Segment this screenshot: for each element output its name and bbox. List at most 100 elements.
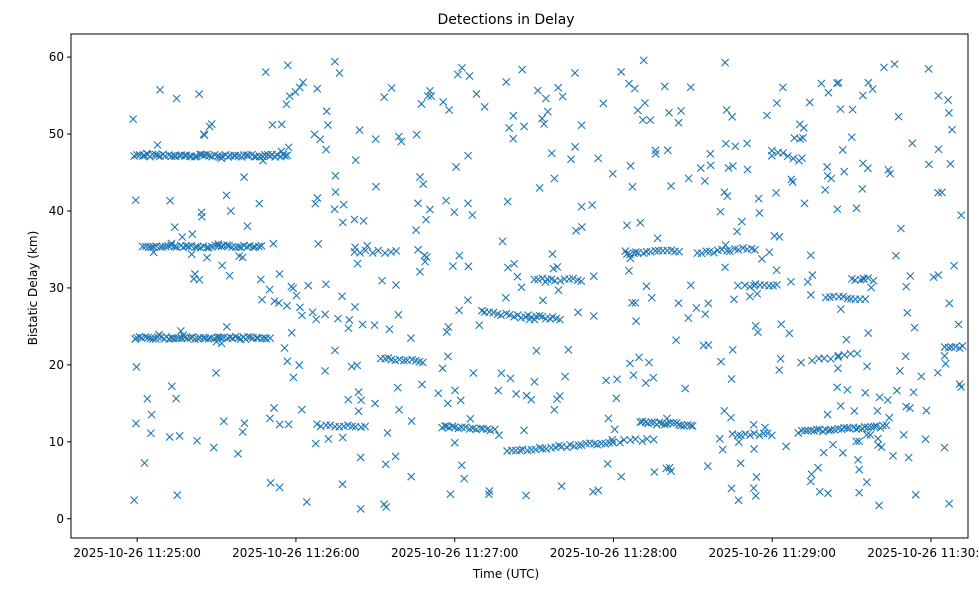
detection-point [814, 463, 823, 472]
detection-point [862, 478, 871, 487]
detection-point [778, 83, 787, 92]
detection-point [391, 281, 400, 289]
detection-point [879, 63, 888, 72]
detection-point [833, 383, 842, 392]
detection-point [640, 98, 649, 107]
detection-point [338, 218, 347, 227]
detection-point [324, 434, 333, 443]
detection-point [840, 167, 849, 176]
detection-point [423, 91, 432, 100]
detection-point [494, 386, 503, 395]
detection-point [397, 137, 406, 146]
track-detection-point [186, 333, 195, 342]
detection-point [420, 251, 429, 260]
detection-point [275, 269, 284, 278]
track-detection-point [643, 434, 652, 443]
detection-point [720, 188, 729, 197]
detection-point [892, 386, 901, 395]
track-detection-point [615, 438, 624, 447]
track-detection-point [355, 248, 364, 257]
track-detection-point [860, 422, 869, 431]
track-detection-point [826, 354, 835, 363]
track-detection-point [538, 274, 547, 283]
detection-point [255, 199, 264, 208]
detection-point [350, 215, 359, 224]
y-tick-label: 0 [56, 512, 64, 526]
detection-point [176, 326, 185, 335]
track-detection-point [556, 276, 565, 285]
track-detection-point [882, 421, 891, 430]
detection-point [243, 222, 252, 231]
detection-point [806, 290, 815, 299]
detection-point [554, 286, 563, 295]
detection-point [957, 383, 966, 392]
track-detection-point [184, 242, 193, 251]
track-detection-point [348, 422, 357, 431]
detection-point [798, 133, 807, 142]
detection-point [557, 482, 566, 491]
detection-point [501, 293, 510, 302]
detection-point [805, 98, 814, 107]
detection-point [298, 311, 307, 320]
track-detection-point [246, 333, 255, 342]
track-detection-point [686, 421, 695, 430]
detection-point [633, 106, 642, 115]
detection-point [354, 388, 363, 397]
track-detection-point [808, 356, 817, 365]
detection-point [355, 126, 364, 135]
detection-point [442, 327, 451, 336]
detection-point [909, 388, 918, 397]
detection-point [819, 448, 828, 457]
track-detection-point [794, 428, 803, 437]
track-detection-point [574, 441, 583, 450]
detection-point [550, 405, 559, 414]
detection-point [354, 407, 363, 416]
detection-point [140, 459, 149, 468]
detection-point [577, 202, 586, 211]
detection-point [775, 366, 784, 375]
track-detection-point [308, 308, 317, 317]
detection-point [554, 83, 563, 92]
detection-point [541, 94, 550, 103]
detection-point [207, 120, 216, 129]
detection-point [452, 162, 461, 171]
detection-point [910, 323, 919, 332]
detection-point [641, 379, 650, 387]
track-detection-point [440, 422, 449, 431]
detection-point [664, 108, 673, 117]
detection-point [716, 207, 725, 216]
track-detection-point [358, 320, 367, 329]
track-detection-point [725, 247, 734, 256]
detection-point [660, 82, 669, 91]
track-detection-point [532, 312, 541, 321]
y-tick-label: 60 [49, 50, 64, 64]
detection-point [721, 139, 730, 148]
y-tick-label: 30 [49, 281, 64, 295]
detection-point [902, 282, 911, 291]
detection-point [594, 154, 603, 163]
detection-point [777, 320, 786, 329]
track-detection-point [783, 152, 792, 161]
detection-point [313, 194, 322, 203]
track-detection-point [870, 422, 879, 431]
detection-point [799, 123, 808, 132]
detection-point [933, 368, 942, 377]
detection-point [902, 402, 911, 411]
detection-point [240, 173, 249, 182]
detection-point [330, 57, 339, 66]
track-detection-point [149, 334, 158, 343]
track-detection-point [374, 246, 383, 255]
detection-point [265, 285, 274, 294]
track-detection-point [651, 246, 660, 255]
track-detection-point [638, 417, 647, 426]
detection-point [338, 292, 347, 301]
detection-point [131, 196, 140, 205]
detection-point [873, 406, 882, 415]
detection-point [786, 277, 795, 286]
detection-point [868, 85, 877, 94]
detection-point [924, 160, 933, 169]
track-detection-point [840, 351, 849, 359]
detection-point [745, 292, 754, 301]
detection-point [589, 312, 598, 321]
